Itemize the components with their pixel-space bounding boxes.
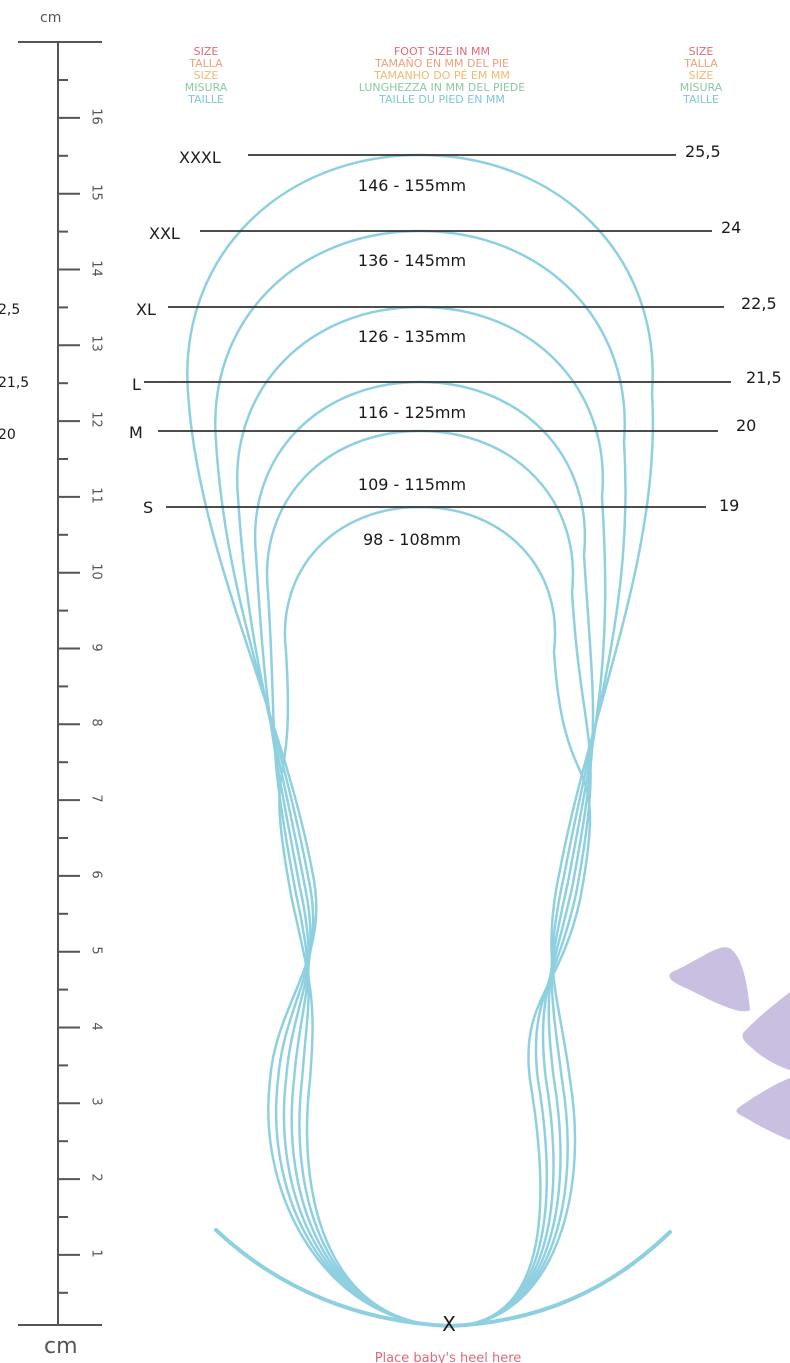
size-label-xl: XL — [136, 300, 156, 319]
ruler-number: 16 — [88, 108, 104, 125]
size-eu-xxxl: 25,5 — [685, 142, 721, 161]
foot-outline-xl — [235, 305, 607, 1328]
size-eu-xl: 22,5 — [741, 294, 777, 313]
size-eu-l: 21,5 — [746, 368, 782, 387]
foot-outline-s — [278, 505, 592, 1328]
left-cut-3: 20 — [0, 427, 16, 443]
ruler-ticks — [58, 79, 80, 1294]
header-line: TAMAÑO EN MM DEL PIE — [375, 57, 509, 70]
ruler-number: 2 — [88, 1173, 104, 1182]
left-cut-1: 2,5 — [0, 302, 21, 318]
left-cut-2: 21,5 — [0, 375, 30, 391]
decor-triangle-1 — [669, 947, 750, 1012]
heel-instruction: Place baby's heel here — [374, 1351, 522, 1363]
ruler-number: 10 — [88, 562, 104, 580]
size-label-m: M — [129, 423, 143, 442]
ruler-number: 15 — [88, 183, 104, 201]
ruler-number: 8 — [88, 718, 104, 727]
ruler-number: 12 — [88, 411, 104, 428]
size-eu-m: 20 — [736, 416, 757, 435]
header-line: TALLA — [189, 57, 223, 70]
foot-outlines — [186, 153, 655, 1328]
size-label-l: L — [132, 375, 141, 394]
ruler-number: 11 — [88, 487, 104, 504]
header-line: SIZE — [193, 69, 219, 82]
header-line: FOOT SIZE IN MM — [393, 45, 491, 58]
size-range-xxl: 136 - 145mm — [357, 251, 467, 270]
ruler-number: 9 — [88, 642, 104, 652]
size-eu-s: 19 — [719, 496, 740, 515]
size-label-xxl: XXL — [149, 224, 180, 243]
ruler-number: 13 — [88, 335, 104, 353]
header-line: TALLA — [684, 57, 718, 70]
heel-x-mark: X — [442, 1312, 456, 1336]
ruler-number: 6 — [88, 870, 104, 879]
header-line: LUNGHEZZA IN MM DEL PIEDE — [358, 81, 526, 94]
ruler-unit-top: cm — [40, 10, 62, 26]
header-line: SIZE — [193, 45, 219, 58]
decor-triangle-2 — [742, 992, 790, 1070]
size-label-s: S — [143, 498, 154, 517]
size-range-xxxl: 146 - 155mm — [357, 176, 467, 195]
size-range-m: 109 - 115mm — [357, 475, 467, 494]
header-line: TAILLE — [683, 93, 719, 106]
size-label-xxxl: XXXL — [179, 148, 221, 167]
size-range-s: 98 - 108mm — [362, 530, 462, 549]
ruler-number: 7 — [88, 794, 104, 803]
header-line: TAILLE DU PIED EN MM — [379, 93, 505, 106]
header-line: MISURA — [184, 81, 228, 94]
size-lines — [144, 154, 731, 508]
foot-outline-m — [265, 429, 592, 1328]
ruler-number: 14 — [88, 259, 104, 277]
ruler-number: 3 — [88, 1097, 104, 1106]
ruler-number: 5 — [88, 946, 104, 955]
size-eu-xxl: 24 — [721, 218, 742, 237]
header-line: TAMANHO DO PÉ EM MM — [374, 69, 510, 82]
size-range-l: 116 - 125mm — [357, 403, 467, 422]
header-line: SIZE — [688, 69, 714, 82]
header-line: SIZE — [688, 45, 714, 58]
header-line: MISURA — [679, 81, 723, 94]
size-range-xl: 126 - 135mm — [357, 327, 467, 346]
header-line: TAILLE — [188, 93, 224, 106]
ruler-number: 4 — [88, 1021, 104, 1031]
decor-triangle-3 — [736, 1078, 790, 1140]
ruler-unit-bottom: cm — [44, 1334, 78, 1359]
ruler-number: 1 — [88, 1249, 104, 1258]
